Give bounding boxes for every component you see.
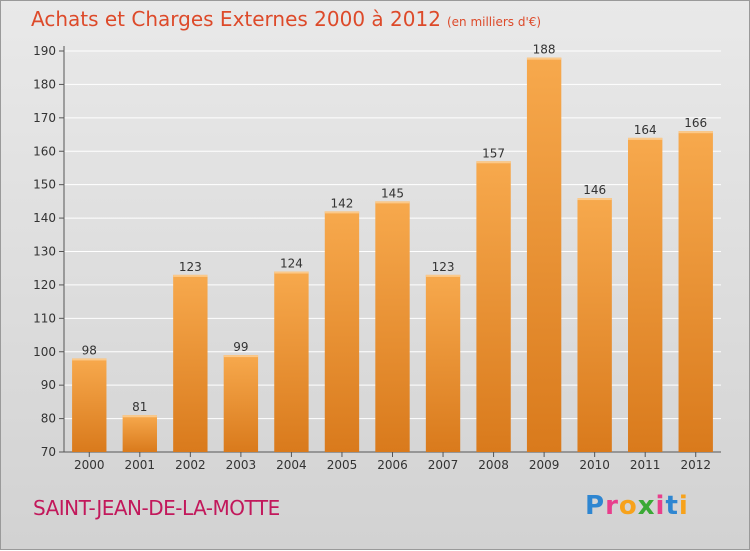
bar-top-highlight — [223, 355, 259, 358]
logo-letter: o — [618, 491, 638, 521]
bar-top-highlight — [375, 201, 410, 204]
y-tick-label: 100 — [33, 345, 56, 359]
unit-label: (en milliers d'€) — [446, 15, 542, 29]
bar-top-highlight — [274, 271, 309, 274]
logo-letter: x — [637, 491, 656, 521]
value-label: 146 — [583, 183, 606, 197]
bars — [72, 57, 713, 452]
title-text: Achats et Charges Externes 2000 à 2012 — [31, 7, 441, 31]
y-tick-label: 140 — [33, 211, 56, 225]
value-label: 166 — [684, 116, 707, 130]
x-tick-label: 2011 — [630, 458, 661, 472]
bar-top-highlight — [324, 211, 360, 214]
y-tick-label: 90 — [41, 378, 56, 392]
bar-top-highlight — [476, 161, 511, 164]
y-tick-label: 110 — [33, 311, 56, 325]
x-tick-label: 2004 — [276, 458, 307, 472]
y-tick-label: 160 — [33, 144, 56, 158]
bar-top-highlight — [526, 57, 562, 60]
value-label: 123 — [179, 260, 202, 274]
bar — [526, 57, 562, 452]
y-tick-label: 80 — [41, 412, 56, 426]
x-tick-label: 2012 — [680, 458, 711, 472]
y-tick-label: 170 — [33, 111, 56, 125]
y-tick-label: 190 — [33, 44, 56, 58]
bar — [476, 161, 511, 452]
value-label: 81 — [132, 400, 147, 414]
y-tick-label: 120 — [33, 278, 56, 292]
bar — [122, 415, 157, 452]
value-label: 98 — [82, 343, 97, 357]
bar-top-highlight — [425, 274, 461, 277]
x-tick-label: 2001 — [125, 458, 156, 472]
y-tick-label: 130 — [33, 245, 56, 259]
bar-top-highlight — [678, 131, 713, 134]
bar — [173, 274, 208, 452]
y-tick-label: 150 — [33, 178, 56, 192]
chart-title: Achats et Charges Externes 2000 à 2012 (e… — [31, 7, 541, 31]
bar-top-highlight — [628, 137, 663, 140]
bar — [223, 355, 259, 452]
x-tick-label: 2007 — [428, 458, 459, 472]
value-label: 123 — [432, 260, 455, 274]
x-tick-label: 2010 — [579, 458, 610, 472]
commune-name: SAINT-JEAN-DE-LA-MOTTE — [33, 496, 280, 520]
value-label: 99 — [233, 340, 248, 354]
x-tick-label: 2009 — [529, 458, 560, 472]
logo-letter: t — [665, 491, 679, 521]
bar-top-highlight — [122, 415, 157, 418]
value-label: 188 — [533, 43, 556, 57]
x-tick-label: 2002 — [175, 458, 206, 472]
y-tick-label: 70 — [41, 445, 56, 459]
x-tick-label: 2005 — [327, 458, 358, 472]
x-tick-label: 2008 — [478, 458, 509, 472]
bar-top-highlight — [577, 198, 612, 201]
proxiti-logo: Proxiti — [585, 491, 689, 521]
logo-letter: i — [655, 491, 666, 521]
bar — [628, 137, 663, 452]
bar-top-highlight — [72, 358, 107, 361]
logo-letter: i — [678, 491, 689, 521]
bar — [324, 211, 360, 452]
bar — [274, 271, 309, 452]
labels: 70 80 90 100 110 120 130 140 150 160 170 180 190 98 20… — [33, 43, 711, 472]
value-label: 157 — [482, 146, 505, 160]
logo-letter: P — [585, 491, 606, 521]
bar — [678, 131, 713, 452]
y-tick-label: 180 — [33, 77, 56, 91]
bar — [375, 201, 410, 452]
bar-top-highlight — [173, 274, 208, 277]
bar — [577, 198, 612, 452]
x-tick-label: 2003 — [226, 458, 257, 472]
bar — [425, 274, 461, 452]
value-label: 164 — [634, 123, 657, 137]
logo-letter: r — [605, 491, 619, 521]
x-tick-label: 2000 — [74, 458, 105, 472]
value-label: 145 — [381, 186, 404, 200]
value-label: 142 — [331, 196, 354, 210]
bar — [72, 358, 107, 452]
x-tick-label: 2006 — [377, 458, 408, 472]
value-label: 124 — [280, 257, 303, 271]
